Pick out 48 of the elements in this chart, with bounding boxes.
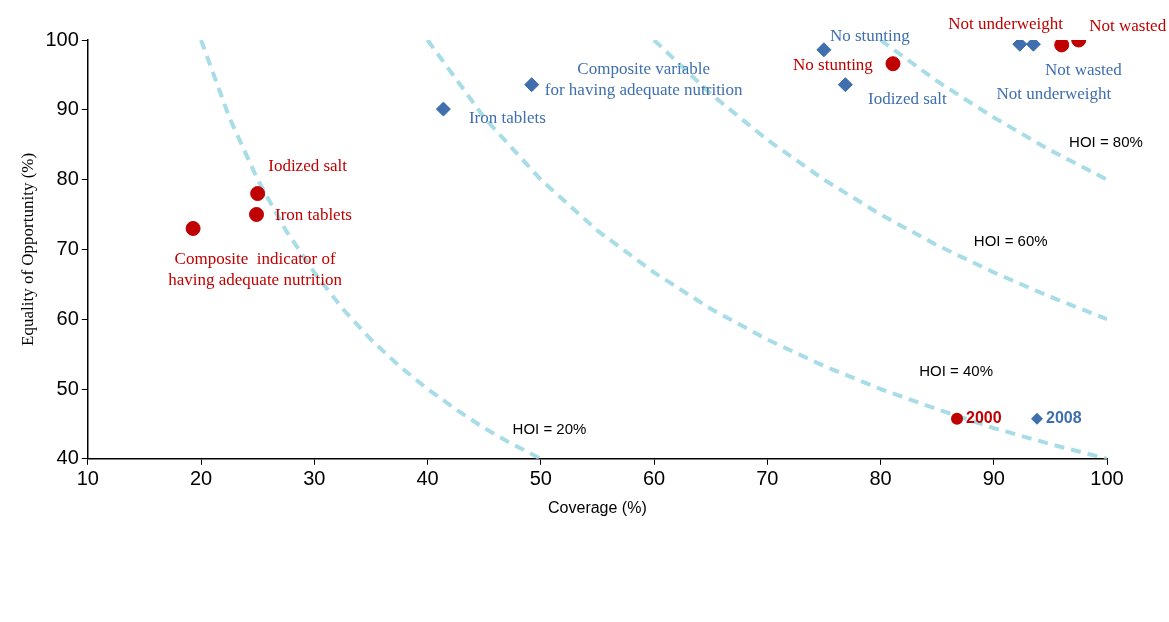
y-axis-title: Equality of Opportunity (%): [17, 152, 37, 346]
data-label: No stunting: [793, 55, 874, 75]
series-label: HOI = 40%: [919, 362, 994, 380]
point: [837, 77, 853, 93]
y-tick-label: 80: [56, 167, 79, 190]
point: [435, 101, 451, 117]
x-tick-label: 20: [189, 467, 213, 490]
y-tick-label: 70: [56, 236, 79, 259]
x-tick-label: 80: [869, 467, 892, 490]
point: [524, 77, 540, 93]
data-label: Iron tablets: [275, 204, 352, 224]
point: [249, 207, 265, 222]
y-tick-label: 50: [56, 376, 79, 399]
data-label: Not underweight: [996, 83, 1112, 103]
point: [1025, 40, 1041, 52]
point: [250, 186, 266, 202]
point: [1054, 40, 1070, 53]
y-tick-label: 100: [45, 27, 79, 50]
y-tick-label: 90: [56, 97, 79, 120]
data-label: Composite indicator of having adequate nutrition: [168, 249, 343, 290]
point: [885, 56, 901, 72]
x-tick-label: 50: [529, 467, 552, 490]
data-label: Not wasted: [1044, 59, 1123, 79]
legend-label: 2008: [1046, 409, 1082, 427]
x-tick-label: 100: [1090, 467, 1124, 490]
x-tick-label: 60: [642, 467, 666, 490]
point: [185, 220, 201, 236]
data-label: Composite variable for having adequate nutrition: [544, 58, 744, 99]
point: [1012, 40, 1028, 52]
x-tick-label: 30: [303, 467, 326, 490]
legend-label: 2000: [966, 409, 1002, 427]
point: [816, 42, 832, 58]
data-label: Iron tablets: [468, 107, 546, 127]
data-label: Iodized salt: [867, 89, 948, 109]
data-label: No stunting: [829, 26, 911, 46]
data-label: Not underweight: [948, 14, 1064, 34]
x-axis-title: Coverage (%): [548, 498, 647, 516]
x-tick-label: 90: [982, 467, 1005, 490]
series-label: HOI = 60%: [973, 231, 1048, 249]
data-label: Iodized salt: [268, 156, 348, 176]
data-label: Not wasted: [1089, 16, 1167, 36]
series-label: HOI = 80%: [1069, 132, 1143, 150]
x-tick-label: 10: [76, 467, 99, 490]
series-label: HOI = 20%: [512, 420, 587, 438]
y-tick-label: 60: [56, 306, 79, 329]
x-tick-label: 40: [416, 467, 439, 490]
y-tick-label: 40: [56, 446, 79, 469]
x-tick-label: 70: [756, 467, 779, 490]
